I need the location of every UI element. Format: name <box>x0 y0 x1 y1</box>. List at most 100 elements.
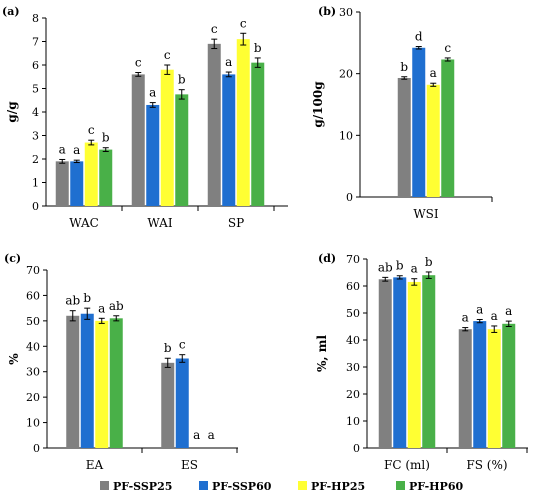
y-tick-label: 0 <box>346 191 353 204</box>
significance-letter: c <box>444 41 451 55</box>
significance-letter: b <box>425 255 433 269</box>
legend-label: PF-HP60 <box>409 480 463 493</box>
panel-label: (a) <box>2 5 20 18</box>
significance-letter: a <box>149 86 156 100</box>
bar-pf-hp60 <box>422 275 436 448</box>
y-axis-label: g/100g <box>311 81 325 128</box>
significance-letter: a <box>73 143 80 157</box>
significance-letter: b <box>400 60 408 74</box>
x-category-label: WSI <box>413 207 439 221</box>
bar-pf-hp25 <box>95 320 109 448</box>
panel-label: (b) <box>318 5 336 18</box>
bar-pf-hp25 <box>84 142 98 206</box>
bar-pf-ssp25 <box>161 362 175 448</box>
legend-swatch <box>298 481 307 490</box>
y-tick-label: 2 <box>32 153 39 166</box>
significance-letter: a <box>225 55 232 69</box>
y-tick-label: 50 <box>346 307 360 320</box>
significance-letter: a <box>476 302 483 316</box>
significance-letter: c <box>135 56 142 70</box>
y-tick-label: 60 <box>26 289 40 302</box>
bar-pf-ssp60 <box>412 47 426 198</box>
significance-letter: b <box>102 131 110 145</box>
bar-pf-ssp60 <box>473 321 487 448</box>
y-tick-label: 30 <box>26 366 40 379</box>
significance-letter: b <box>178 73 186 87</box>
significance-letter: ab <box>109 299 124 313</box>
y-tick-label: 60 <box>346 280 360 293</box>
significance-letter: a <box>505 304 512 318</box>
y-tick-label: 4 <box>32 106 39 119</box>
y-tick-label: 5 <box>32 83 39 96</box>
bar-pf-hp60 <box>109 318 123 448</box>
significance-letter: d <box>415 30 423 44</box>
bar-pf-ssp60 <box>222 74 236 207</box>
bar-pf-hp60 <box>251 62 265 207</box>
bar-pf-hp25 <box>236 39 250 207</box>
bar-pf-ssp25 <box>131 74 145 207</box>
x-category-label: SP <box>228 216 244 230</box>
y-tick-label: 20 <box>339 68 353 81</box>
x-category-label: FC (ml) <box>384 458 430 472</box>
y-tick-label: 8 <box>32 12 39 25</box>
y-tick-label: 40 <box>346 334 360 347</box>
significance-letter: a <box>430 66 437 80</box>
significance-letter: b <box>254 41 262 55</box>
bar-pf-hp60 <box>99 149 113 206</box>
x-category-label: FS (%) <box>466 458 507 472</box>
bar-pf-hp25 <box>426 84 440 197</box>
x-category-label: ES <box>181 458 198 472</box>
bar-pf-ssp25 <box>66 315 80 448</box>
y-tick-label: 10 <box>26 417 40 430</box>
y-axis-label: g/g <box>5 101 19 123</box>
bar-pf-ssp60 <box>146 104 160 206</box>
bar-pf-hp60 <box>502 323 516 448</box>
bar-pf-hp25 <box>487 329 501 448</box>
bar-pf-ssp25 <box>55 161 69 206</box>
significance-letter: a <box>491 309 498 323</box>
bar-pf-ssp60 <box>70 161 84 206</box>
y-tick-label: 20 <box>346 388 360 401</box>
bar-pf-ssp25 <box>378 279 392 448</box>
significance-letter: c <box>240 16 247 30</box>
significance-letter: a <box>208 428 215 442</box>
bar-pf-ssp25 <box>397 77 411 197</box>
significance-letter: c <box>179 338 186 352</box>
bar-pf-ssp25 <box>458 329 472 448</box>
y-tick-label: 7 <box>32 36 39 49</box>
significance-letter: a <box>98 301 105 315</box>
bar-pf-ssp60 <box>393 277 407 448</box>
significance-letter: b <box>83 291 91 305</box>
panel-label: (d) <box>318 252 336 265</box>
significance-letter: c <box>164 48 171 62</box>
y-tick-label: 6 <box>32 59 39 72</box>
legend-swatch <box>100 481 109 490</box>
legend: PF-SSP25 PF-SSP60 PF-HP25 PF-HP60 <box>100 480 463 493</box>
legend-swatch <box>396 481 405 490</box>
significance-letter: a <box>59 142 66 156</box>
significance-letter: c <box>88 123 95 137</box>
y-tick-label: 0 <box>33 442 40 455</box>
y-tick-label: 10 <box>339 129 353 142</box>
y-tick-label: 10 <box>346 415 360 428</box>
y-tick-label: 0 <box>353 442 360 455</box>
legend-label: PF-SSP60 <box>212 480 272 493</box>
y-tick-label: 3 <box>32 130 39 143</box>
bar-pf-hp60 <box>175 94 189 206</box>
legend-swatch <box>199 481 208 490</box>
panel-label: (c) <box>4 252 21 265</box>
significance-letter: ab <box>65 294 80 308</box>
y-tick-label: 70 <box>346 253 360 266</box>
legend-label: PF-SSP25 <box>113 480 172 493</box>
y-tick-label: 30 <box>339 6 353 19</box>
x-category-label: EA <box>86 458 104 472</box>
significance-letter: c <box>211 22 218 36</box>
significance-letter: a <box>193 428 200 442</box>
significance-letter: b <box>396 259 404 273</box>
y-tick-label: 50 <box>26 315 40 328</box>
x-category-label: WAI <box>147 216 172 230</box>
